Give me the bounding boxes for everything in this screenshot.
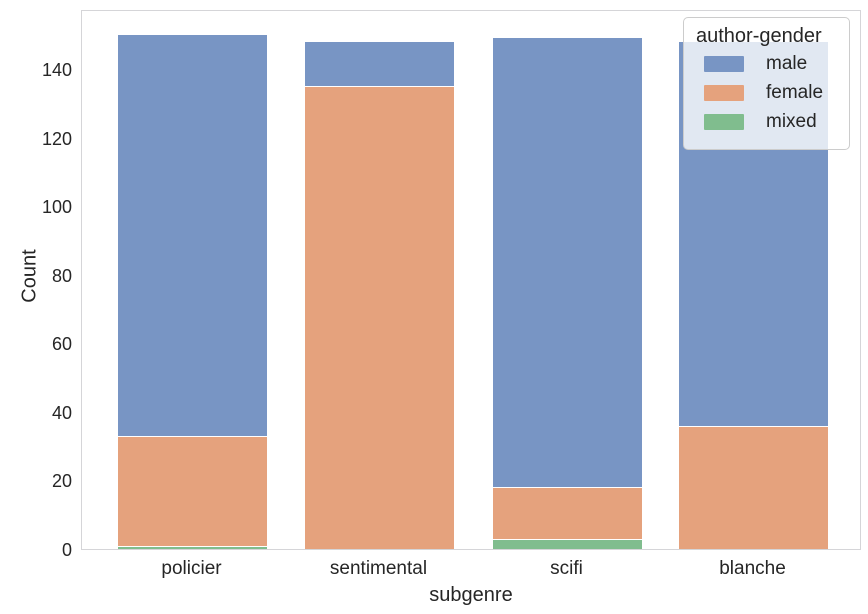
- x-tick-label-sentimental: sentimental: [329, 558, 428, 579]
- bar-segment-male-policier: [118, 34, 267, 436]
- legend: author-gender male female mixed: [683, 17, 850, 150]
- y-tick-label: 140: [41, 60, 72, 80]
- y-axis-label: Count: [18, 249, 41, 303]
- legend-label-female: female: [766, 81, 824, 103]
- legend-item-female: female: [704, 78, 849, 107]
- legend-item-mixed: mixed: [704, 107, 849, 136]
- y-tick-label: 100: [41, 197, 72, 218]
- legend-label-male: male: [766, 52, 808, 74]
- y-tick-label: 80: [51, 265, 72, 286]
- legend-label-mixed: mixed: [766, 110, 817, 132]
- bar-sentimental: [305, 41, 454, 549]
- bar-segment-female-blanche: [679, 425, 828, 549]
- bar-segment-male-scifi: [493, 38, 642, 488]
- y-tick-label: 0: [61, 540, 72, 560]
- legend-item-male: male: [704, 49, 849, 78]
- legend-title: author-gender: [696, 25, 822, 47]
- legend-swatch-male: [704, 55, 744, 72]
- bar-segment-male-sentimental: [305, 41, 454, 87]
- bar-segment-female-policier: [118, 435, 267, 546]
- legend-swatch-mixed: [704, 113, 744, 130]
- legend-items: male female mixed: [684, 49, 849, 136]
- x-tick-label-scifi: scifi: [550, 558, 583, 579]
- y-tick-label: 40: [51, 402, 72, 423]
- x-axis-label: subgenre: [429, 584, 513, 606]
- x-tick-label-policier: policier: [161, 558, 222, 579]
- bar-segment-female-scifi: [493, 487, 642, 539]
- bar-scifi: [493, 38, 642, 549]
- bar-policier: [118, 34, 267, 549]
- y-tick-label: 60: [51, 334, 72, 355]
- x-tick-label-blanche: blanche: [719, 558, 786, 579]
- legend-swatch-female: [704, 84, 744, 101]
- bar-segment-mixed-scifi: [493, 538, 642, 549]
- y-tick-label: 120: [41, 128, 72, 149]
- bar-segment-mixed-policier: [118, 545, 267, 549]
- bar-segment-female-sentimental: [305, 86, 454, 549]
- y-tick-label: 20: [51, 471, 72, 492]
